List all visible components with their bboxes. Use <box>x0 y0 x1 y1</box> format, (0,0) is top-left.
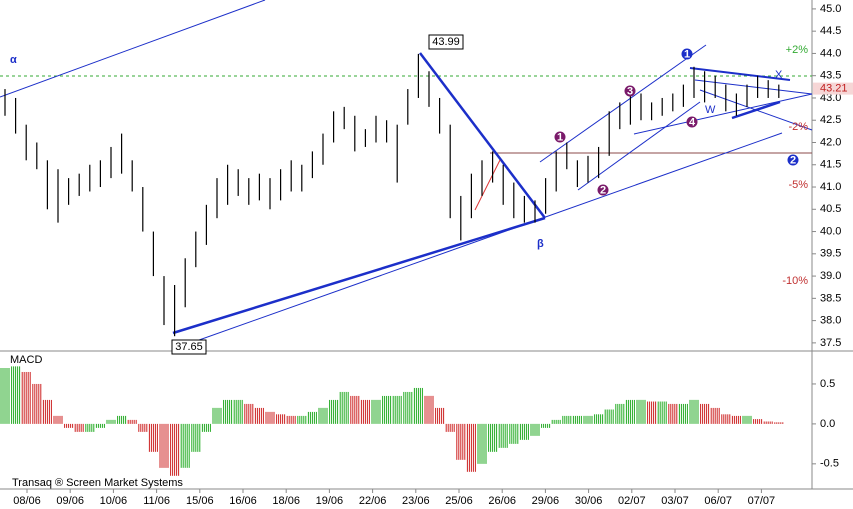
y-tick-label: 43.0 <box>820 92 841 104</box>
percent-label: +2% <box>786 44 809 56</box>
x-tick-label: 29/06 <box>532 495 560 507</box>
annotation: W <box>705 104 716 116</box>
price-box-label: 43.99 <box>432 36 460 48</box>
annotation: α <box>10 54 17 66</box>
price-box <box>428 34 464 50</box>
y-tick-label: 0.0 <box>820 418 835 430</box>
y-tick-label: 43.5 <box>820 70 841 82</box>
y-tick-label: 41.0 <box>820 181 841 193</box>
y-tick-label: 44.0 <box>820 47 841 59</box>
x-tick-label: 07/07 <box>748 495 776 507</box>
y-tick-label: 42.5 <box>820 114 841 126</box>
annotation: β <box>537 238 544 250</box>
wave-marker <box>624 85 636 97</box>
wave-label: 1 <box>557 131 563 143</box>
x-tick-label: 02/07 <box>618 495 646 507</box>
price-marker-label: 43.21 <box>820 83 848 95</box>
x-tick-label: 19/06 <box>316 495 344 507</box>
y-tick-label: 40.0 <box>820 225 841 237</box>
y-tick-label: 39.5 <box>820 248 841 260</box>
x-tick-label: 30/06 <box>575 495 603 507</box>
y-tick-label: 45.0 <box>820 3 841 15</box>
wave-label: 4 <box>689 116 696 128</box>
x-tick-label: 16/06 <box>229 495 257 507</box>
wave-label: 2 <box>790 154 796 166</box>
percent-label: -5% <box>788 179 808 191</box>
wave-label: 2 <box>600 184 606 196</box>
y-tick-label: 0.5 <box>820 378 835 390</box>
wave-marker <box>686 116 698 128</box>
x-tick-label: 09/06 <box>56 495 84 507</box>
trend-lines <box>0 0 813 346</box>
x-tick-label: 22/06 <box>359 495 387 507</box>
price-box-label: 37.65 <box>175 341 203 353</box>
x-tick-label: 10/06 <box>100 495 128 507</box>
x-tick-label: 11/06 <box>143 495 170 507</box>
y-tick-label: 44.5 <box>820 25 841 37</box>
x-tick-label: 08/06 <box>13 495 41 507</box>
wave-marker <box>681 48 693 60</box>
x-tick-label: 18/06 <box>272 495 300 507</box>
wave-label: 3 <box>627 85 633 97</box>
x-tick-label: 25/06 <box>445 495 473 507</box>
percent-label: -10% <box>782 275 808 287</box>
wave-marker <box>787 154 799 166</box>
y-tick-label: 39.0 <box>820 270 841 282</box>
panel-title: MACD <box>10 354 42 366</box>
y-tick-label: 41.5 <box>820 159 841 171</box>
price-box <box>171 339 207 355</box>
x-tick-label: 23/06 <box>402 495 430 507</box>
wave-marker <box>597 184 609 196</box>
x-tick-label: 06/07 <box>704 495 732 507</box>
x-tick-label: 03/07 <box>661 495 689 507</box>
y-tick-label: -0.5 <box>820 458 839 470</box>
x-tick-label: 26/06 <box>488 495 516 507</box>
wave-label: 1 <box>684 48 690 60</box>
annotation: X <box>775 69 783 81</box>
y-tick-label: 40.5 <box>820 203 841 215</box>
y-tick-label: 38.0 <box>820 315 841 327</box>
y-tick-label: 37.5 <box>820 337 841 349</box>
y-tick-label: 38.5 <box>820 292 841 304</box>
footer: Transaq ® Screen Market Systems <box>12 477 183 489</box>
trend-line <box>474 159 501 211</box>
y-tick-label: 42.0 <box>820 136 841 148</box>
wave-marker <box>554 131 566 143</box>
price-marker <box>813 82 853 95</box>
x-tick-label: 15/06 <box>186 495 214 507</box>
percent-label: -2% <box>788 121 808 133</box>
